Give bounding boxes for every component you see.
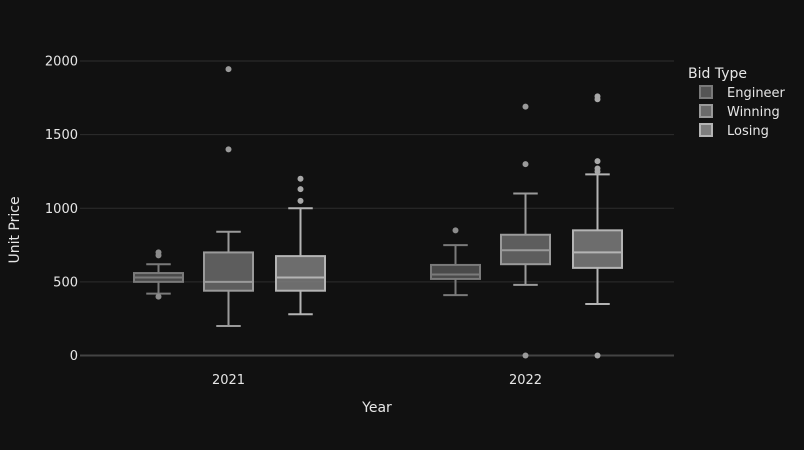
legend-swatch: [699, 85, 713, 99]
outlier-point[interactable]: [297, 186, 304, 193]
box-iqr: [572, 229, 623, 269]
outlier-point[interactable]: [522, 161, 529, 168]
box-engineer-2021[interactable]: [133, 249, 184, 300]
legend-item-engineer[interactable]: Engineer: [699, 85, 786, 101]
y-tick-label: 500: [53, 275, 78, 290]
gridlines: [80, 60, 674, 357]
x-axis-ticks: 2021 2022: [212, 373, 542, 388]
box-losing-2021[interactable]: [275, 175, 326, 316]
box-winning-2021[interactable]: [203, 66, 254, 328]
box-winning-2022[interactable]: [500, 103, 551, 359]
outlier-point[interactable]: [297, 197, 304, 204]
outlier-point[interactable]: [594, 93, 601, 100]
outlier-point[interactable]: [155, 293, 162, 300]
legend[interactable]: Bid Type Engineer Winning Losing: [688, 66, 786, 139]
outlier-point[interactable]: [594, 352, 601, 359]
y-axis-ticks: 0 500 1000 1500 2000: [45, 55, 78, 365]
y-tick-label: 1000: [45, 202, 78, 217]
y-axis-title: Unit Price: [7, 196, 23, 263]
y-tick-label: 0: [70, 349, 78, 364]
box-series: [133, 66, 623, 359]
legend-label: Winning: [727, 105, 780, 120]
outlier-point[interactable]: [522, 352, 529, 359]
x-tick-label: 2022: [509, 373, 542, 388]
x-tick-label: 2021: [212, 373, 245, 388]
box-iqr: [203, 251, 254, 292]
x-axis-title: Year: [361, 400, 392, 416]
legend-item-winning[interactable]: Winning: [699, 104, 780, 120]
legend-title: Bid Type: [688, 66, 747, 82]
outlier-point[interactable]: [522, 103, 529, 110]
legend-swatch: [699, 123, 713, 137]
outlier-point[interactable]: [594, 165, 601, 172]
legend-swatch: [699, 104, 713, 118]
outlier-point[interactable]: [155, 249, 162, 256]
outlier-point[interactable]: [225, 66, 232, 73]
outlier-point[interactable]: [594, 158, 601, 165]
box-iqr: [275, 255, 326, 292]
legend-label: Engineer: [727, 86, 786, 101]
box-engineer-2022[interactable]: [430, 227, 481, 297]
outlier-point[interactable]: [452, 227, 459, 234]
box-iqr: [430, 263, 481, 280]
y-tick-label: 1500: [45, 128, 78, 143]
box-losing-2022[interactable]: [572, 93, 623, 359]
y-tick-label: 2000: [45, 55, 78, 70]
outlier-point[interactable]: [297, 175, 304, 182]
legend-label: Losing: [727, 124, 769, 139]
legend-item-losing[interactable]: Losing: [699, 123, 769, 139]
outlier-point[interactable]: [225, 146, 232, 153]
